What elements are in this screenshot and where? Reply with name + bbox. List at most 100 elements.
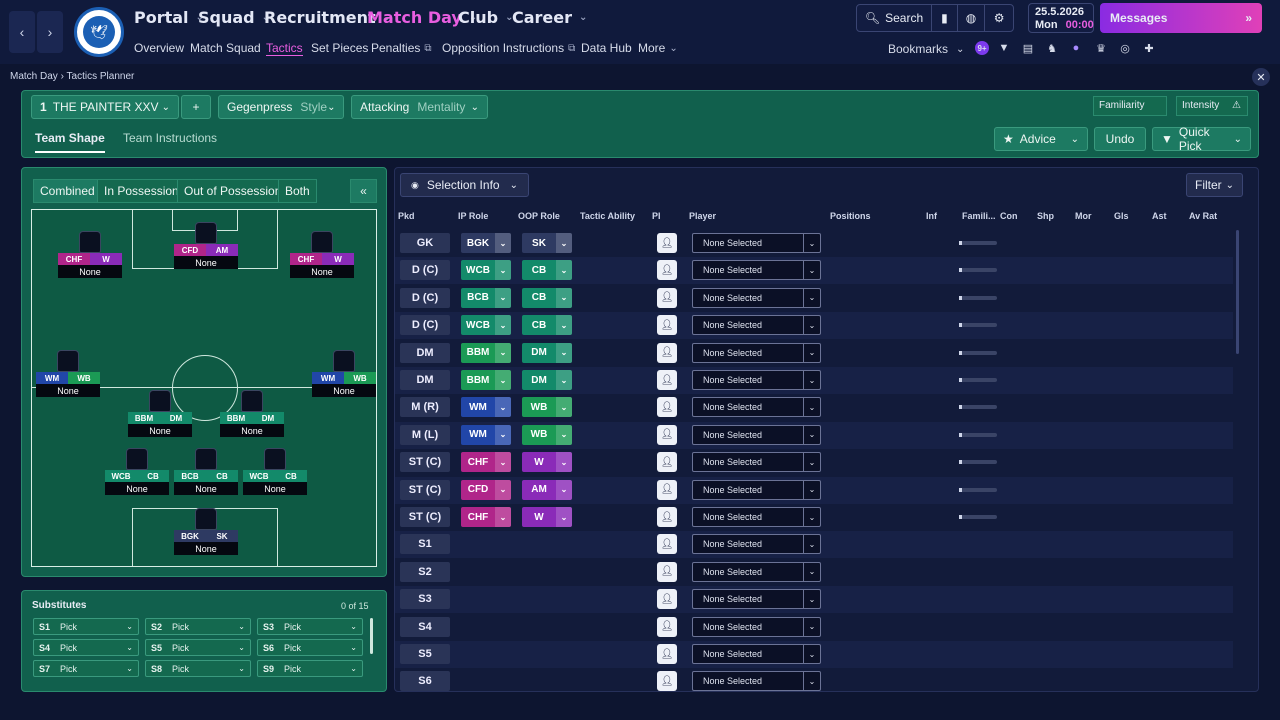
target-icon[interactable]: ◎ [1120,42,1130,55]
player-instructions-button[interactable]: 👤︎ [657,370,677,390]
position-cell[interactable]: S6 [400,671,450,692]
familiarity-indicator[interactable]: Familiarity [1093,96,1167,116]
training-icon[interactable]: ♞ [1047,42,1057,55]
subnav-tactics[interactable]: Tactics [266,40,303,56]
breadcrumb-parent[interactable]: Match Day [10,71,58,82]
oop-role-select[interactable]: WB ⌄ [522,397,572,418]
player-select[interactable]: None Selected ⌄ [692,233,821,253]
pitch-player[interactable]: WM WB None [312,350,376,397]
player-select[interactable]: None Selected ⌄ [692,616,821,637]
tab-out-of-possession[interactable]: Out of Possession [177,179,289,203]
oop-role-select[interactable]: DM ⌄ [522,370,572,390]
nav-match-day[interactable]: Match Day ⌄ [367,6,477,28]
player-select[interactable]: None Selected ⌄ [692,424,821,445]
ip-role-select[interactable]: WM ⌄ [461,424,511,445]
oop-role-select[interactable]: AM ⌄ [522,479,572,500]
player-select[interactable]: None Selected ⌄ [692,507,821,527]
header-inf[interactable]: Inf [926,211,937,221]
subnav-match-squad[interactable]: Match Squad [190,41,261,55]
player-select[interactable]: None Selected ⌄ [692,644,821,664]
substitute-select[interactable]: S4 Pick ⌄ [33,639,139,656]
advice-dropdown[interactable]: ★ Advice ⌄ [994,127,1088,151]
player-select[interactable]: None Selected ⌄ [692,260,821,281]
player-instructions-button[interactable]: 👤︎ [657,260,677,281]
chat-icon[interactable]: ● [1072,42,1080,54]
player-select[interactable]: None Selected ⌄ [692,342,821,363]
substitute-select[interactable]: S3 Pick ⌄ [257,618,363,635]
close-button[interactable]: ✕ [1252,68,1270,86]
tab-combined[interactable]: Combined [33,179,102,203]
position-cell[interactable]: D (C) [400,287,450,308]
oop-role-select[interactable]: CB ⌄ [522,260,572,281]
header-con[interactable]: Con [1000,211,1018,221]
ip-role-select[interactable]: WM ⌄ [461,397,511,418]
header-mor[interactable]: Mor [1075,211,1092,221]
subnav-set-pieces[interactable]: Set Pieces [311,41,369,55]
game-date[interactable]: 25.5.2026 Mon 00:00 [1028,3,1094,33]
medical-icon[interactable]: ✚ [1144,42,1154,55]
player-instructions-button[interactable]: 👤︎ [657,479,677,500]
player-instructions-button[interactable]: 👤︎ [657,315,677,336]
pitch-player[interactable]: BBM DM None [128,390,192,437]
oop-role-select[interactable]: CB ⌄ [522,315,572,336]
subnav-penalties[interactable]: Penalties ⧉ [371,40,432,56]
messages-button[interactable]: Messages » [1100,3,1262,33]
ip-role-select[interactable]: CHF ⌄ [461,452,511,473]
substitute-select[interactable]: S9 Pick ⌄ [257,660,363,677]
ip-role-select[interactable]: CFD ⌄ [461,479,511,500]
player-select[interactable]: None Selected ⌄ [692,370,821,390]
tactic-slot-dropdown[interactable]: 1 THE PAINTER XXV ⌄ [31,95,179,119]
player-instructions-button[interactable]: 👤︎ [657,616,677,637]
position-cell[interactable]: DM [400,342,450,363]
header-familiarity[interactable]: Famili... [962,211,996,221]
header-av-rat[interactable]: Av Rat [1189,211,1218,221]
position-cell[interactable]: M (L) [400,424,450,445]
header-tactic-ability[interactable]: Tactic Ability [580,211,636,221]
player-instructions-button[interactable]: 👤︎ [657,589,677,610]
position-cell[interactable]: ST (C) [400,479,450,500]
substitute-select[interactable]: S8 Pick ⌄ [145,660,251,677]
oop-role-select[interactable]: CB ⌄ [522,287,572,308]
header-player[interactable]: Player [689,211,717,221]
add-tactic-button[interactable]: + [181,95,211,119]
position-cell[interactable]: S1 [400,534,450,555]
ip-role-select[interactable]: BBM ⌄ [461,342,511,363]
mentality-dropdown[interactable]: Attacking Mentality ⌄ [351,95,488,119]
header-gls[interactable]: Gls [1114,211,1129,221]
nav-portal[interactable]: Portal ⌄ [134,6,204,28]
quick-pick-dropdown[interactable]: ▼ Quick Pick ⌄ [1152,125,1251,153]
substitutes-scrollbar[interactable] [370,618,373,654]
position-cell[interactable]: D (C) [400,315,450,336]
tab-team-instructions[interactable]: Team Instructions [123,131,218,145]
position-cell[interactable]: S2 [400,561,450,582]
tab-team-shape[interactable]: Team Shape [35,131,105,153]
pitch-player[interactable]: WCB CB None [105,448,169,495]
substitute-select[interactable]: S1 Pick ⌄ [33,618,139,635]
header-shp[interactable]: Shp [1037,211,1054,221]
ip-role-select[interactable]: BGK ⌄ [461,233,511,253]
ip-role-select[interactable]: WCB ⌄ [461,260,511,281]
player-instructions-button[interactable]: 👤︎ [657,507,677,527]
subnav-more[interactable]: More ⌄ [638,40,678,56]
header-pi[interactable]: PI [652,211,661,221]
ip-role-select[interactable]: WCB ⌄ [461,315,511,336]
nav-career[interactable]: Career ⌄ [512,6,587,28]
ip-role-select[interactable]: BBM ⌄ [461,370,511,390]
player-select[interactable]: None Selected ⌄ [692,287,821,308]
position-cell[interactable]: ST (C) [400,507,450,527]
position-cell[interactable]: D (C) [400,260,450,281]
pitch-player[interactable]: WCB CB None [243,448,307,495]
player-instructions-button[interactable]: 👤︎ [657,397,677,418]
search-button[interactable]: 🔍︎ Search [857,5,933,31]
player-select[interactable]: None Selected ⌄ [692,452,821,473]
forward-button[interactable]: › [37,11,63,53]
trophy-icon[interactable]: ♛ [1096,42,1106,55]
header-oop-role[interactable]: OOP Role [518,211,560,221]
header-positions[interactable]: Positions [830,211,871,221]
substitute-select[interactable]: S2 Pick ⌄ [145,618,251,635]
header-ast[interactable]: Ast [1152,211,1167,221]
club-crest[interactable]: 🕊 [74,7,124,57]
undo-button[interactable]: Undo [1094,127,1146,151]
oop-role-select[interactable]: SK ⌄ [522,233,572,253]
position-cell[interactable]: M (R) [400,397,450,418]
